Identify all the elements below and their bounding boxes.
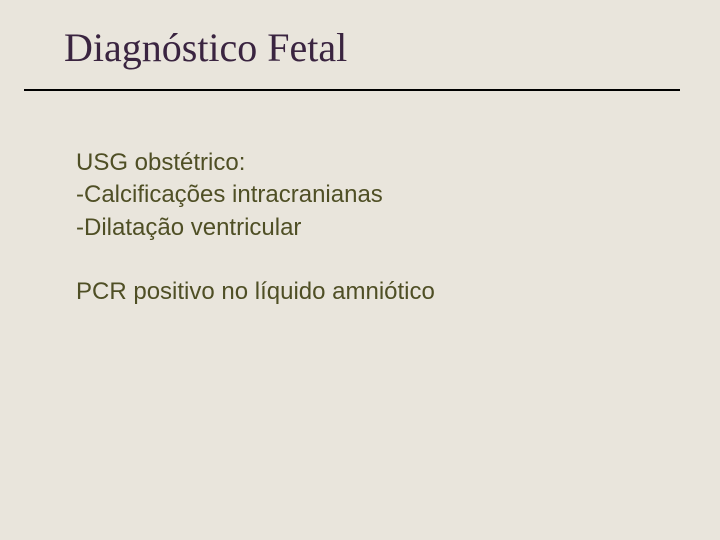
text-line: -Dilatação ventricular [76, 212, 656, 244]
title-divider [24, 89, 680, 91]
text-line: -Calcificações intracranianas [76, 179, 656, 211]
slide-title: Diagnóstico Fetal [64, 24, 656, 71]
content-block-usg: USG obstétrico: -Calcificações intracran… [76, 147, 656, 244]
slide-container: Diagnóstico Fetal USG obstétrico: -Calci… [0, 0, 720, 540]
content-block-pcr: PCR positivo no líquido amniótico [76, 276, 656, 308]
text-line: USG obstétrico: [76, 147, 656, 179]
text-line: PCR positivo no líquido amniótico [76, 276, 656, 308]
